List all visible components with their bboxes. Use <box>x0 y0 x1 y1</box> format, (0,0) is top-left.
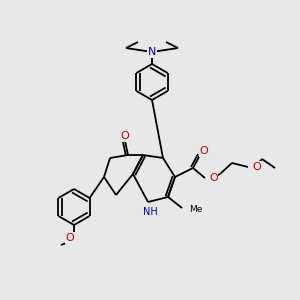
Text: O: O <box>209 173 218 183</box>
Text: N: N <box>148 47 156 57</box>
Text: O: O <box>66 233 74 243</box>
Text: O: O <box>121 131 129 141</box>
Text: O: O <box>252 162 261 172</box>
Text: Me: Me <box>189 206 202 214</box>
Text: O: O <box>200 146 208 156</box>
Text: NH: NH <box>142 207 158 217</box>
